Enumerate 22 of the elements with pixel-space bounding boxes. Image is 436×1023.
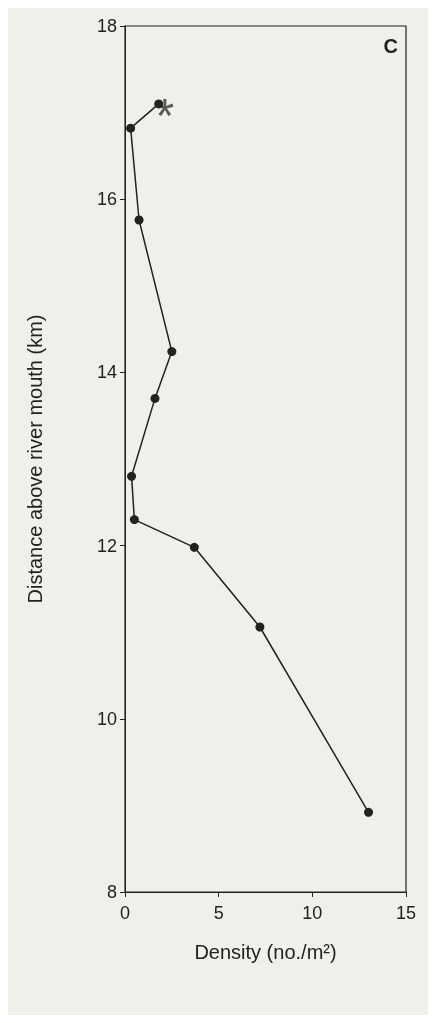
x-tick-label: 0 [119, 903, 131, 923]
point [189, 542, 199, 552]
point [129, 515, 139, 525]
point [364, 807, 374, 817]
annotation: C [383, 35, 399, 57]
x-tick-label: 15 [395, 903, 417, 923]
point [167, 347, 177, 357]
x-tick-label: 10 [302, 903, 323, 923]
point [134, 215, 144, 225]
y-tick-label: 12 [96, 535, 117, 556]
x-tick-label: 5 [213, 903, 224, 923]
y-tick-label: 16 [96, 189, 117, 210]
point [255, 622, 265, 632]
y-axis-title: Distance above river mouth (km) [24, 314, 46, 604]
y-tick-label: 10 [96, 708, 117, 729]
y-tick-label: 14 [96, 362, 117, 383]
x-axis-title: Density (no./m²) [194, 941, 337, 963]
y-tick-label: 8 [106, 882, 117, 902]
point [126, 123, 136, 133]
point [150, 393, 160, 403]
point [127, 471, 137, 481]
y-tick-label: 18 [96, 16, 117, 36]
